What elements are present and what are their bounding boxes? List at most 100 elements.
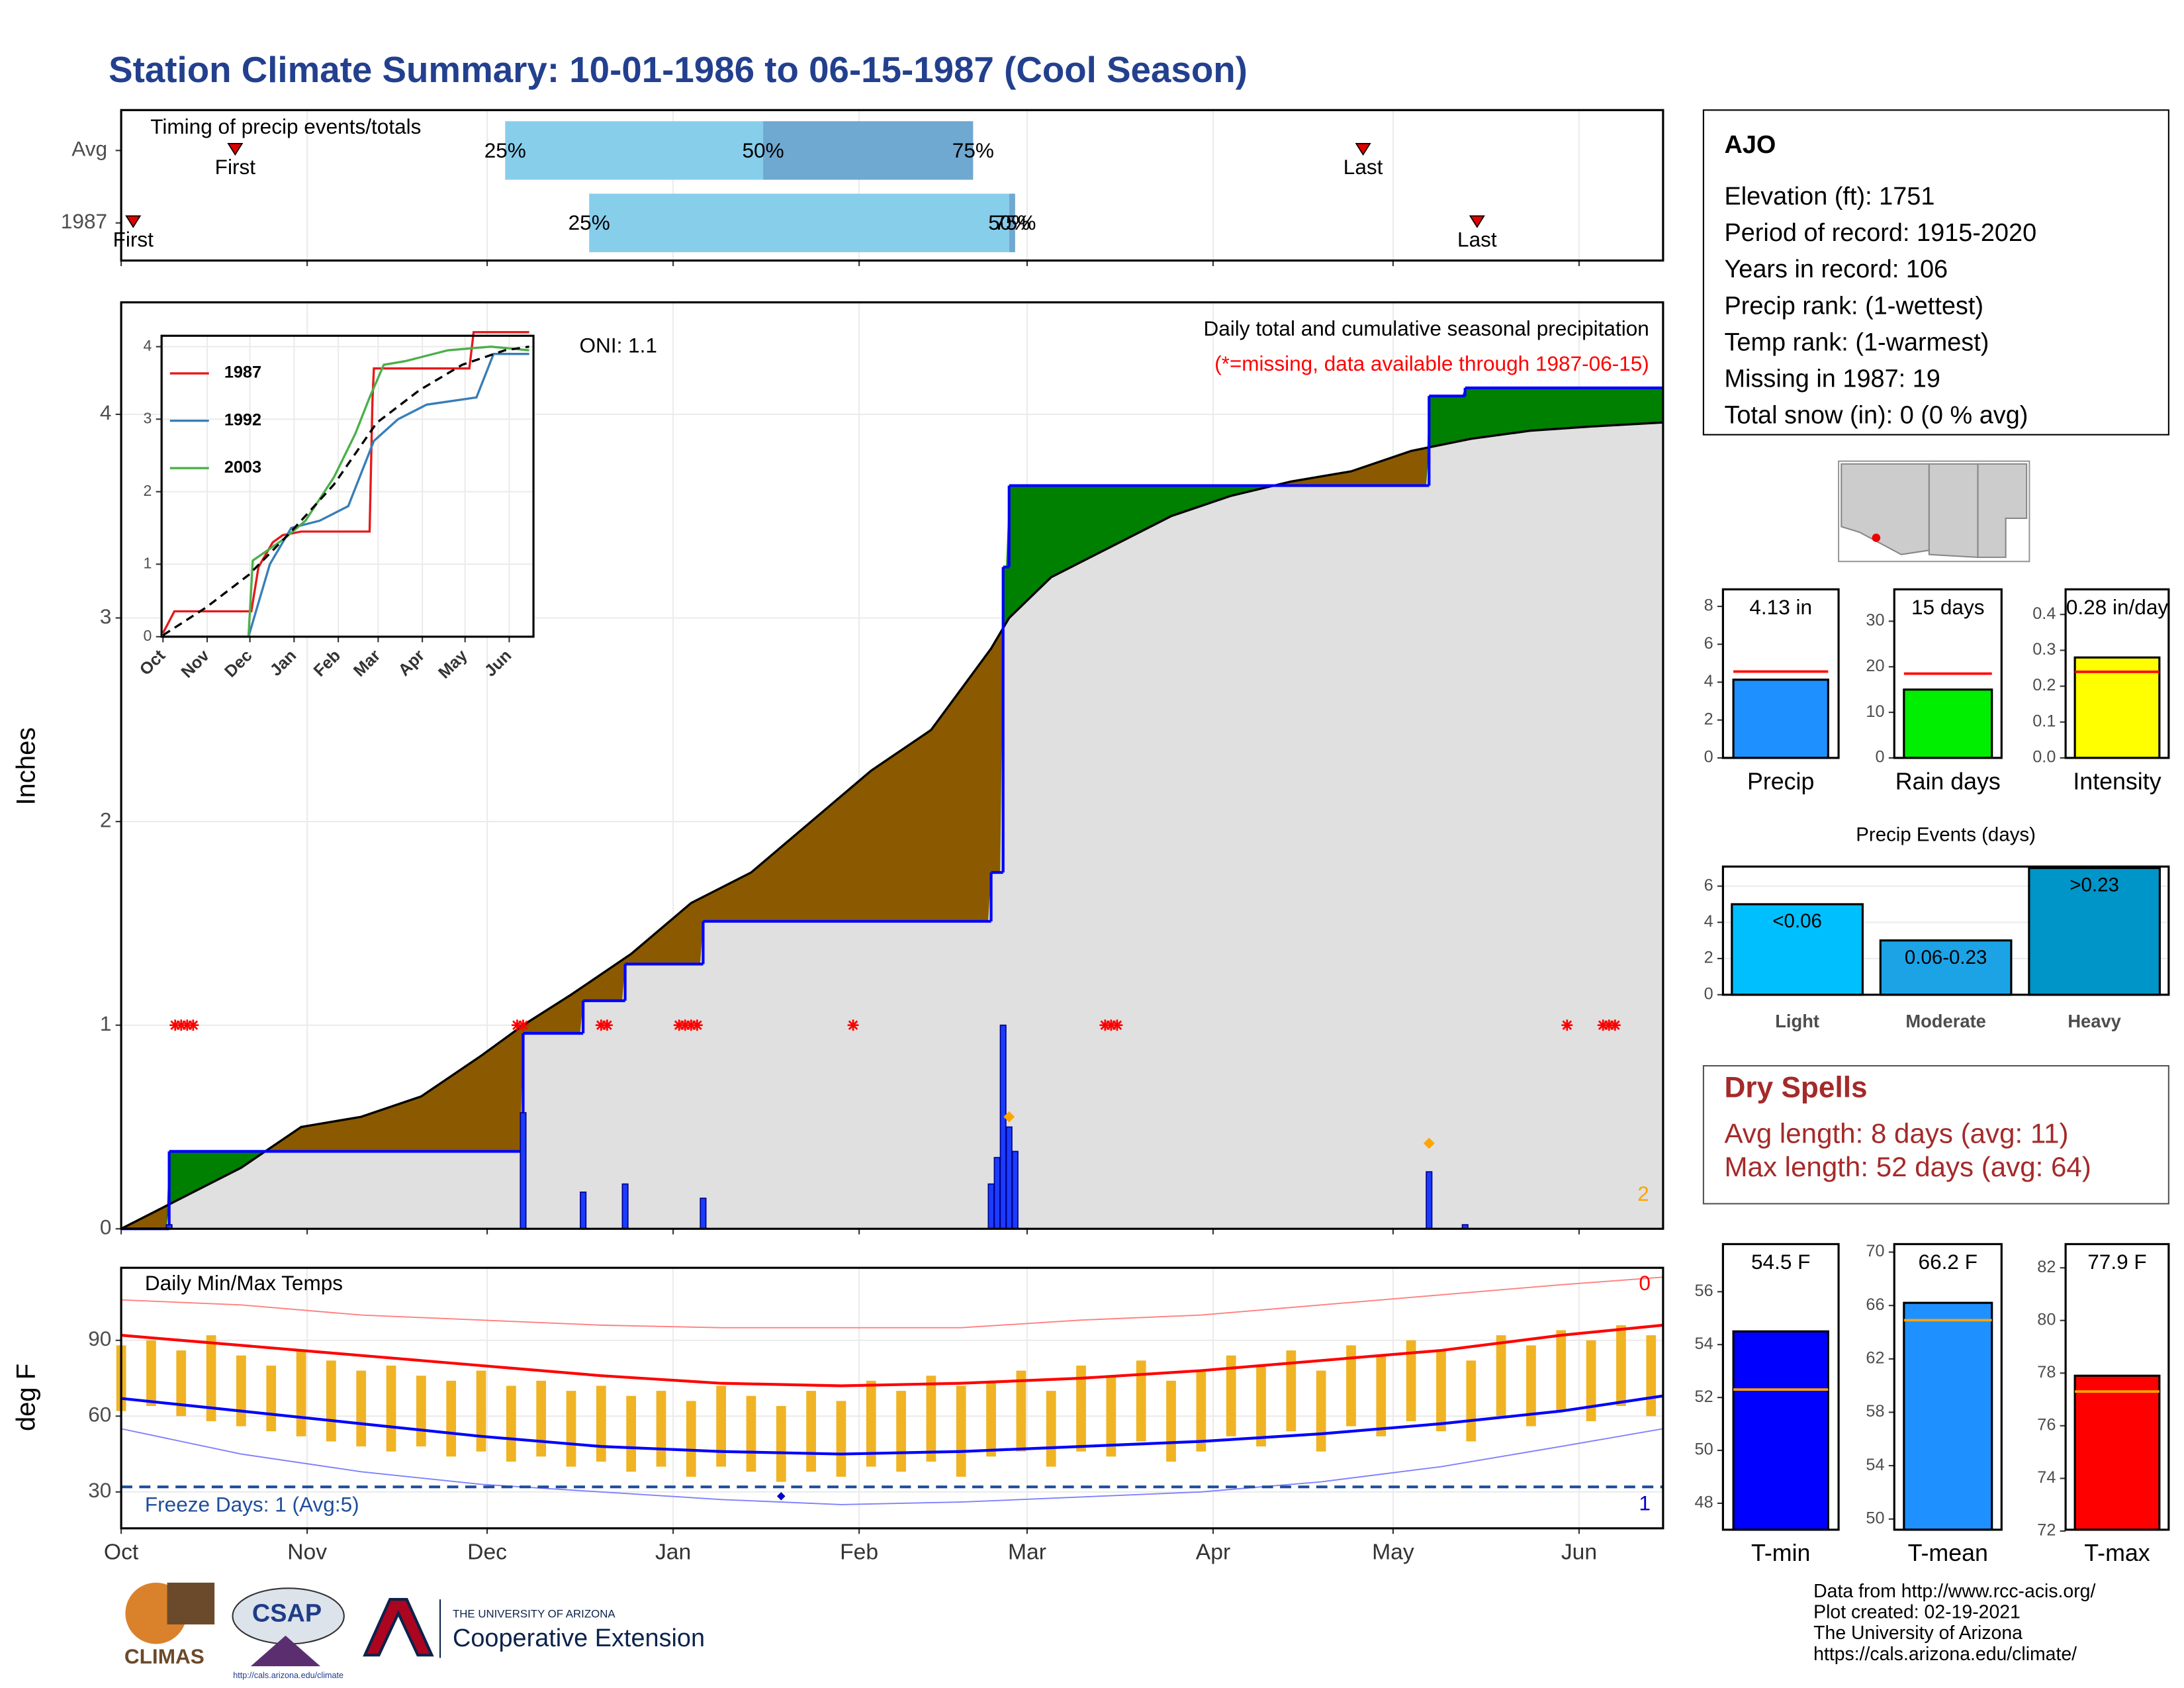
temp-range-bar — [626, 1395, 637, 1472]
temp-range-bar — [1586, 1340, 1596, 1421]
y-tick-label: 50 — [1866, 1509, 1884, 1527]
record-high-count: 0 — [1639, 1271, 1651, 1295]
y-tick-label: 2 — [1704, 949, 1713, 967]
temp-range-bar — [266, 1365, 277, 1432]
missing-marker — [1603, 1019, 1615, 1031]
quartile-bar — [1009, 193, 1015, 252]
missing-marker — [169, 1019, 181, 1031]
bin-label: >0.23 — [2070, 874, 2119, 896]
bar — [1903, 1301, 1993, 1531]
temp-range-bar — [1196, 1370, 1206, 1452]
daily-bar — [999, 1024, 1007, 1230]
timing-label: Timing of precip events/totals — [150, 115, 421, 138]
event-label: Last — [1457, 227, 1497, 251]
dry-spells-line: Avg length: 8 days (avg: 11) — [1724, 1117, 2068, 1149]
y-tick-label: 52 — [1695, 1387, 1713, 1406]
footer-line: Plot created: 02-19-2021 — [1813, 1602, 2021, 1623]
temp-range-bar — [236, 1355, 246, 1427]
temp-range-bar — [956, 1385, 966, 1477]
panel-frame — [160, 334, 535, 638]
temp-range-bar — [1106, 1376, 1116, 1457]
panel-frame — [2064, 588, 2170, 759]
bar — [1732, 1330, 1829, 1531]
temp-range-bar — [1256, 1365, 1266, 1447]
temp-range-bar — [386, 1365, 396, 1452]
temp-range-bar — [596, 1385, 606, 1462]
y-tick-label: 70 — [1866, 1242, 1884, 1260]
missing-marker — [511, 1019, 523, 1031]
daily-bar — [700, 1197, 707, 1230]
category-label: Rain days — [1895, 768, 2001, 794]
y-tick-label: 2 — [1704, 710, 1713, 728]
event-marker — [1469, 215, 1485, 228]
panel-title: Precip Events (days) — [1856, 824, 2036, 846]
x-tick-label: Feb — [840, 1540, 878, 1565]
temp-range-bar — [1406, 1340, 1416, 1421]
missing-marker — [601, 1019, 613, 1031]
y-tick-label: 78 — [2037, 1363, 2056, 1382]
bar — [1879, 939, 2013, 996]
bar — [1903, 688, 1993, 759]
category-label: Light — [1775, 1011, 1819, 1031]
chart-note: Daily total and cumulative seasonal prec… — [1203, 316, 1649, 340]
value-label: 54.5 F — [1751, 1250, 1810, 1274]
temp-range-bar — [1466, 1360, 1477, 1442]
daily-bar — [621, 1183, 629, 1230]
y-tick-label: 3 — [100, 604, 112, 628]
missing-marker — [1609, 1019, 1621, 1031]
event-marker — [1355, 142, 1371, 156]
station-name: AJO — [1724, 131, 1776, 159]
dry-spells-box — [1702, 1064, 2169, 1205]
footer-line: Data from http://www.rcc-acis.org/ — [1813, 1581, 2095, 1602]
y-tick-label: 66 — [1866, 1295, 1884, 1314]
panel-frame — [120, 109, 1664, 262]
dry-spells-line: Max length: 52 days (avg: 64) — [1724, 1151, 2091, 1182]
logos: CLIMAS CSAP http://cals.arizona.edu/clim… — [124, 1582, 705, 1680]
station-box — [1702, 109, 2169, 436]
panel-frame — [1893, 1243, 2003, 1531]
temp-range-bar — [686, 1401, 696, 1477]
event-marker — [125, 215, 142, 228]
footer-line: https://cals.arizona.edu/climate/ — [1813, 1644, 2077, 1665]
corner-label: 2 — [1637, 1182, 1649, 1205]
y-tick-label: 2 — [144, 482, 152, 499]
quartile-label: 75% — [994, 211, 1036, 234]
y-tick-label: 90 — [88, 1327, 111, 1350]
inset-bg — [161, 336, 534, 637]
temp-line — [121, 1276, 1663, 1329]
missing-marker — [1099, 1019, 1111, 1031]
peak-marker — [1003, 1111, 1015, 1123]
y-tick-label: 1 — [144, 554, 152, 571]
temp-range-bar — [206, 1335, 216, 1421]
temp-range-bar — [176, 1350, 187, 1417]
y-tick-label: 0.3 — [2032, 640, 2056, 659]
temp-range-bar — [716, 1385, 726, 1467]
y-tick-label: 30 — [1866, 611, 1884, 630]
climas-emblem — [167, 1582, 215, 1624]
y-tick-label: 0.0 — [2032, 748, 2056, 767]
y-tick-label: 30 — [88, 1478, 111, 1502]
station-info: Temp rank: (1-warmest) — [1724, 328, 1989, 356]
temp-range-bar — [536, 1380, 547, 1457]
y-tick-label: 20 — [1866, 657, 1884, 675]
y-tick-label: 76 — [2037, 1415, 2056, 1434]
row-label: Avg — [71, 137, 107, 161]
station-info: Missing in 1987: 19 — [1724, 365, 1940, 393]
y-tick-label: 4 — [100, 400, 112, 424]
row-label: 1987 — [61, 209, 107, 233]
x-tick-label: Apr — [1196, 1540, 1230, 1565]
bin-label: <0.06 — [1772, 910, 1822, 932]
quartile-bar — [589, 193, 1009, 252]
ua-name: THE UNIVERSITY OF ARIZONA — [453, 1608, 615, 1620]
missing-marker — [1105, 1019, 1117, 1031]
category-label: Intensity — [2073, 768, 2161, 794]
quartile-label: 50% — [988, 211, 1030, 234]
temp-range-bar — [1376, 1355, 1387, 1436]
y-tick-label: 0.2 — [2032, 676, 2056, 694]
temp-range-bar — [416, 1376, 426, 1447]
bar — [2073, 1374, 2161, 1531]
missing-marker — [673, 1019, 685, 1031]
bar — [2028, 867, 2161, 996]
temp-range-bar — [1436, 1350, 1446, 1432]
temp-range-bar — [1316, 1370, 1326, 1452]
